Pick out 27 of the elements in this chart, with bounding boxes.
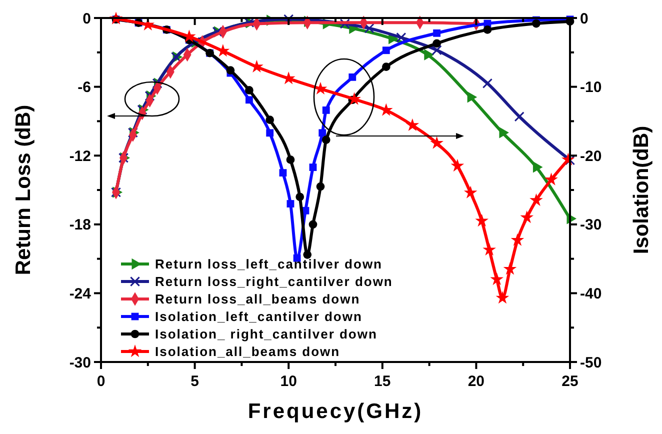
y-tick-label: -18 — [69, 216, 91, 234]
y2-axis-title: Isolation(dB) — [630, 126, 653, 254]
y2-tick-label: 0 — [580, 10, 588, 28]
x-tick-label: 20 — [468, 373, 485, 390]
x-tick-label: 5 — [190, 373, 199, 390]
y2-tick-label: -50 — [580, 354, 602, 372]
y2-tick-label: -40 — [580, 285, 602, 302]
y-tick-label: 0 — [82, 10, 91, 28]
y-tick-label: -6 — [78, 79, 91, 96]
x-tick-label: 25 — [562, 373, 578, 390]
y-tick-label: -30 — [69, 354, 91, 372]
y-tick-label: -24 — [69, 285, 92, 302]
x-tick-label: 15 — [374, 373, 391, 390]
y2-tick-label: -30 — [580, 216, 602, 234]
x-axis-title: Frequecy(GHz) — [248, 400, 424, 423]
legend-label: Isolation_left_cantilver down — [155, 309, 362, 324]
legend-label: Return loss_all_beams down — [155, 292, 360, 307]
x-tick-label: 0 — [96, 373, 106, 390]
y2-tick-label: -10 — [580, 79, 602, 96]
y-tick-label: -12 — [69, 148, 91, 165]
legend-label: Return loss_right_cantilver down — [155, 274, 393, 290]
legend-label: Isolation_ right_cantilver down — [155, 326, 378, 342]
x-tick-label: 10 — [280, 373, 297, 390]
legend-label: Return loss_left_cantilver down — [155, 256, 382, 272]
y2-tick-label: -20 — [580, 148, 602, 165]
legend-label: Isolation_all_beams down — [155, 344, 340, 360]
y-axis-title: Return Loss (dB) — [12, 104, 35, 276]
